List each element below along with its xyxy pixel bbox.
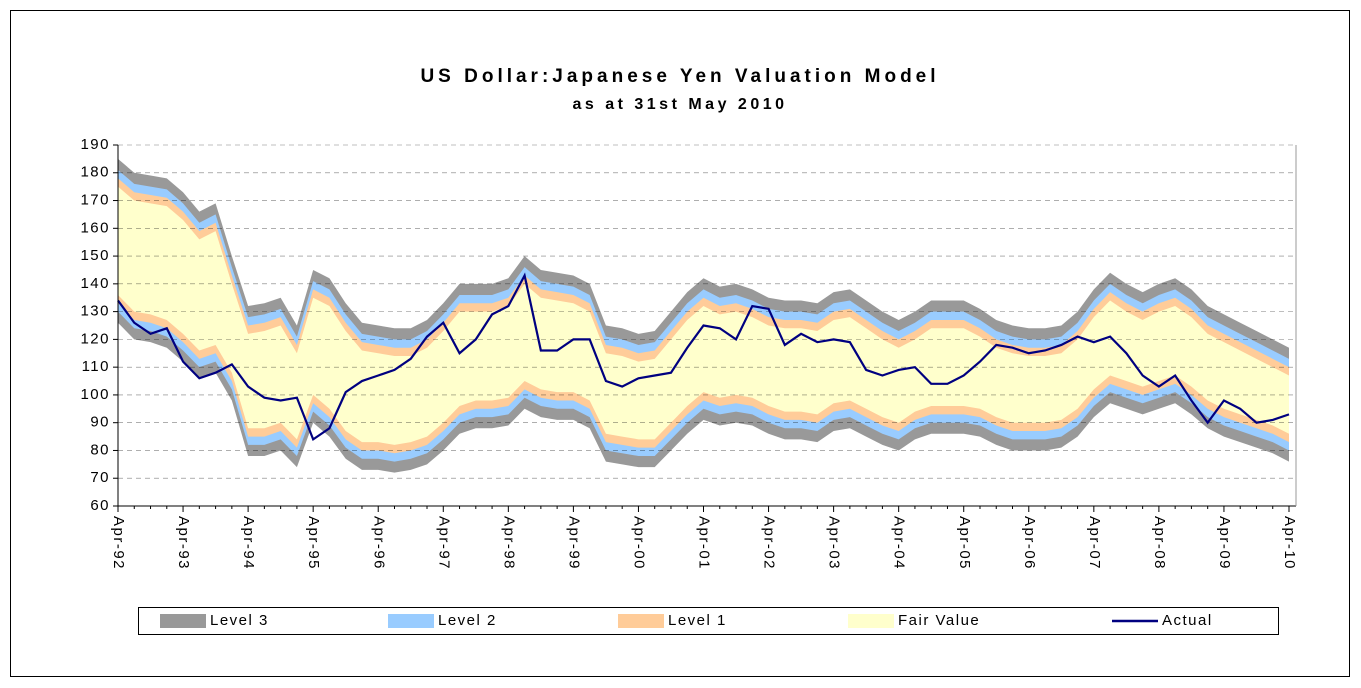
x-tick-label: Apr-98 [500,516,517,570]
x-tick-label: Apr-97 [435,516,452,570]
legend-swatch [618,614,664,628]
x-tick-label: Apr-09 [1216,516,1233,570]
y-tick-label: 80 [90,441,110,458]
legend-label: Actual [1162,612,1213,629]
legend-swatch [160,614,206,628]
y-tick-label: 100 [80,386,110,403]
x-tick-label: Apr-00 [630,516,647,570]
y-tick-label: 120 [80,330,110,347]
legend-label: Fair Value [898,612,980,629]
x-tick-label: Apr-95 [305,516,322,570]
legend-label: Level 2 [438,612,497,629]
legend: Level 3 Level 2 Level 1 Fair Value Actual [160,612,1213,629]
legend-swatch [388,614,434,628]
x-tick-label: Apr-03 [826,516,843,570]
x-tick-label: Apr-92 [110,516,127,570]
x-tick-label: Apr-01 [696,516,713,570]
y-tick-label: 140 [80,275,110,292]
x-tick-label: Apr-93 [175,516,192,570]
y-tick-label: 150 [80,247,110,264]
y-tick-label: 190 [80,136,110,153]
x-tick-label: Apr-94 [240,516,257,570]
x-tick-label: Apr-04 [891,516,908,570]
y-tick-label: 130 [80,303,110,320]
y-tick-label: 70 [90,469,110,486]
y-tick-label: 60 [90,497,110,514]
legend-box [138,607,1279,635]
x-tick-label: Apr-10 [1281,516,1298,570]
y-tick-label: 90 [90,414,110,431]
x-tick-label: Apr-05 [956,516,973,570]
x-tick-label: Apr-07 [1086,516,1103,570]
legend-swatch [848,614,894,628]
x-tick-label: Apr-06 [1021,516,1038,570]
plot-area: 60 70 80 90 100 110 120 130 140 150 160 170 180 190 Ap… [80,136,1298,570]
legend-label: Level 1 [668,612,727,629]
x-tick-label: Apr-02 [761,516,778,570]
y-tick-label: 160 [80,219,110,236]
y-tick-label: 110 [82,358,110,375]
band-area [118,186,1289,445]
y-tick-label: 180 [80,164,110,181]
legend-label: Level 3 [210,612,269,629]
chart-title: US Dollar:Japanese Yen Valuation Model [420,66,939,87]
x-tick-label: Apr-08 [1151,516,1168,570]
x-tick-label: Apr-96 [370,516,387,570]
y-tick-label: 170 [80,192,110,209]
chart-subtitle: as at 31st May 2010 [572,96,787,113]
x-tick-label: Apr-99 [565,516,582,570]
actual-line [117,272,1290,442]
